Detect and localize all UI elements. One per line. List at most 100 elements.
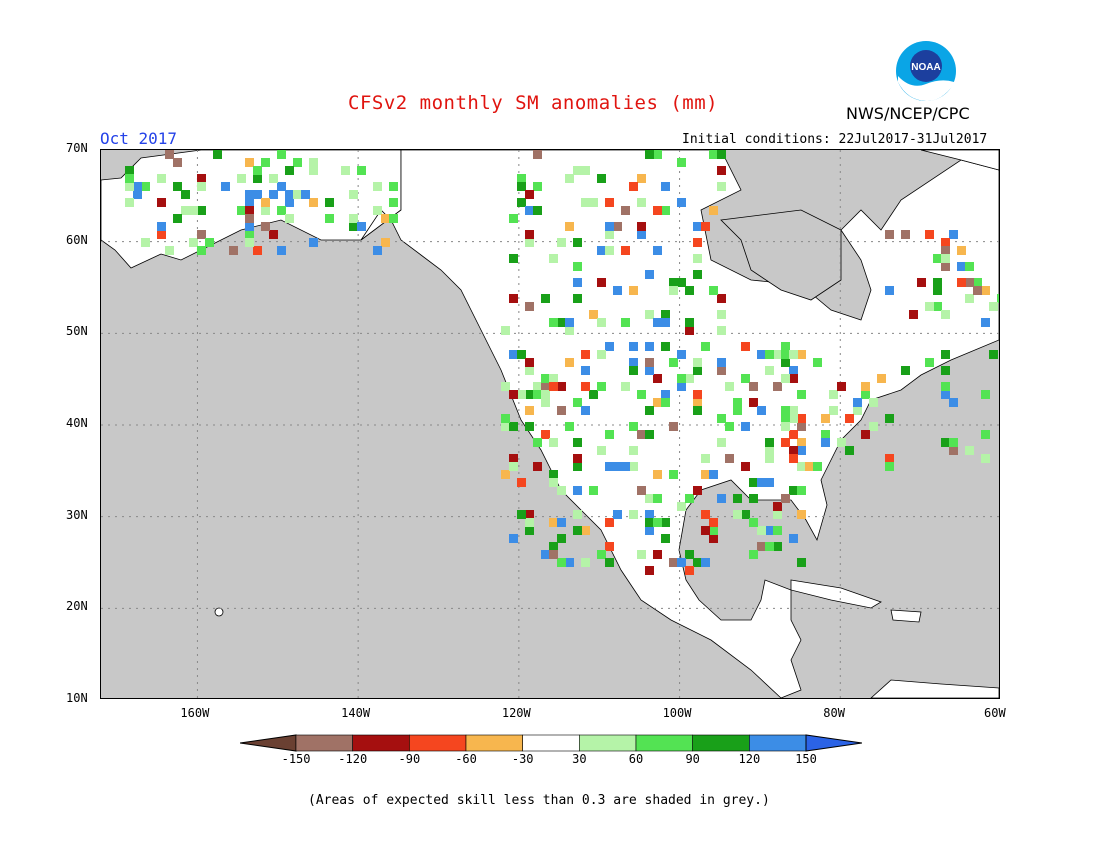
anomaly-cell [957,262,966,271]
anomaly-cell [645,566,654,575]
anomaly-cell [349,222,358,231]
lon-label: 100W [662,706,692,720]
anomaly-cell [661,182,670,191]
colorbar-tick-label: -150 [281,752,311,766]
anomaly-cell [525,406,534,415]
anomaly-cell [773,542,782,551]
anomaly-cell [797,446,806,455]
anomaly-cell [133,190,142,199]
anomaly-cell [277,150,286,159]
anomaly-cell [125,182,134,191]
anomaly-cell [677,374,686,383]
anomaly-cell [693,238,702,247]
anomaly-cell [541,382,550,391]
anomaly-cell [797,414,806,423]
anomaly-cell [293,158,302,167]
anomaly-cell [941,246,950,255]
anomaly-cell [685,326,694,335]
anomaly-cell [949,446,958,455]
anomaly-cell [733,398,742,407]
anomaly-cell [765,446,774,455]
anomaly-cell [765,478,774,487]
anomaly-cell [861,390,870,399]
anomaly-cell [621,246,630,255]
lat-label: 20N [66,599,88,614]
anomaly-cell [509,462,518,471]
anomaly-cell [861,382,870,391]
hudson-bay [720,209,842,301]
anomaly-cell [629,286,638,295]
anomaly-cell [677,350,686,359]
anomaly-cell [853,398,862,407]
anomaly-cell [573,510,582,519]
anomaly-cell [645,430,654,439]
anomaly-cell [557,558,566,567]
anomaly-cell [701,342,710,351]
anomaly-cell [517,390,526,399]
anomaly-cell [901,230,910,239]
land-masses [100,149,1000,699]
anomaly-cell [197,174,206,183]
anomaly-cell [981,390,990,399]
anomaly-cell [253,174,262,183]
anomaly-cell [141,182,150,191]
anomaly-cell [597,446,606,455]
anomaly-cell [909,310,918,319]
anomaly-cell [197,230,206,239]
anomaly-cell [933,286,942,295]
lat-label: 40N [66,416,88,430]
anomaly-cell [653,150,662,159]
anomaly-cell [525,206,534,215]
anomaly-cell [261,158,270,167]
anomaly-cell [573,398,582,407]
anomaly-cell [597,550,606,559]
anomaly-cell [637,174,646,183]
anomaly-cell [357,222,366,231]
anomaly-cell [941,254,950,263]
anomaly-cell [941,262,950,271]
anomaly-cell [525,518,534,527]
anomaly-cell [197,246,206,255]
anomaly-cell [757,478,766,487]
anomaly-cell [965,262,974,271]
anomaly-cell [269,230,278,239]
anomaly-cell [645,310,654,319]
anomaly-cell [957,246,966,255]
anomaly-cell [677,382,686,391]
anomaly-cell [373,206,382,215]
colorbar-swatch [240,734,297,752]
anomaly-cell [741,342,750,351]
anomaly-cell [229,246,238,255]
anomaly-cell [653,494,662,503]
anomaly-cell [525,230,534,239]
anomaly-cell [237,206,246,215]
anomaly-cell [269,190,278,199]
anomaly-cell [173,158,182,167]
anomaly-cell [549,542,558,551]
anomaly-cell [685,286,694,295]
anomaly-cell [717,414,726,423]
anomaly-cell [613,510,622,519]
anomaly-cell [613,286,622,295]
anomaly-cell [581,526,590,535]
map-canvas [100,149,1006,700]
anomaly-cell [605,542,614,551]
anomaly-cell [245,198,254,207]
anomaly-cell [541,294,550,303]
colorbar-swatch [409,734,467,752]
anomaly-cell [965,446,974,455]
anomaly-cell [533,206,542,215]
anomaly-cell [949,438,958,447]
anomaly-cell [981,430,990,439]
anomaly-cell [557,318,566,327]
lon-label: 80W [823,706,845,720]
anomaly-cell [525,366,534,375]
anomaly-cell [989,302,998,311]
lon-label: 160W [180,706,210,720]
anomaly-cell [757,526,766,535]
anomaly-cell [589,198,598,207]
anomaly-cell [749,494,758,503]
anomaly-cell [581,558,590,567]
anomaly-cell [941,382,950,391]
anomaly-cell [741,374,750,383]
